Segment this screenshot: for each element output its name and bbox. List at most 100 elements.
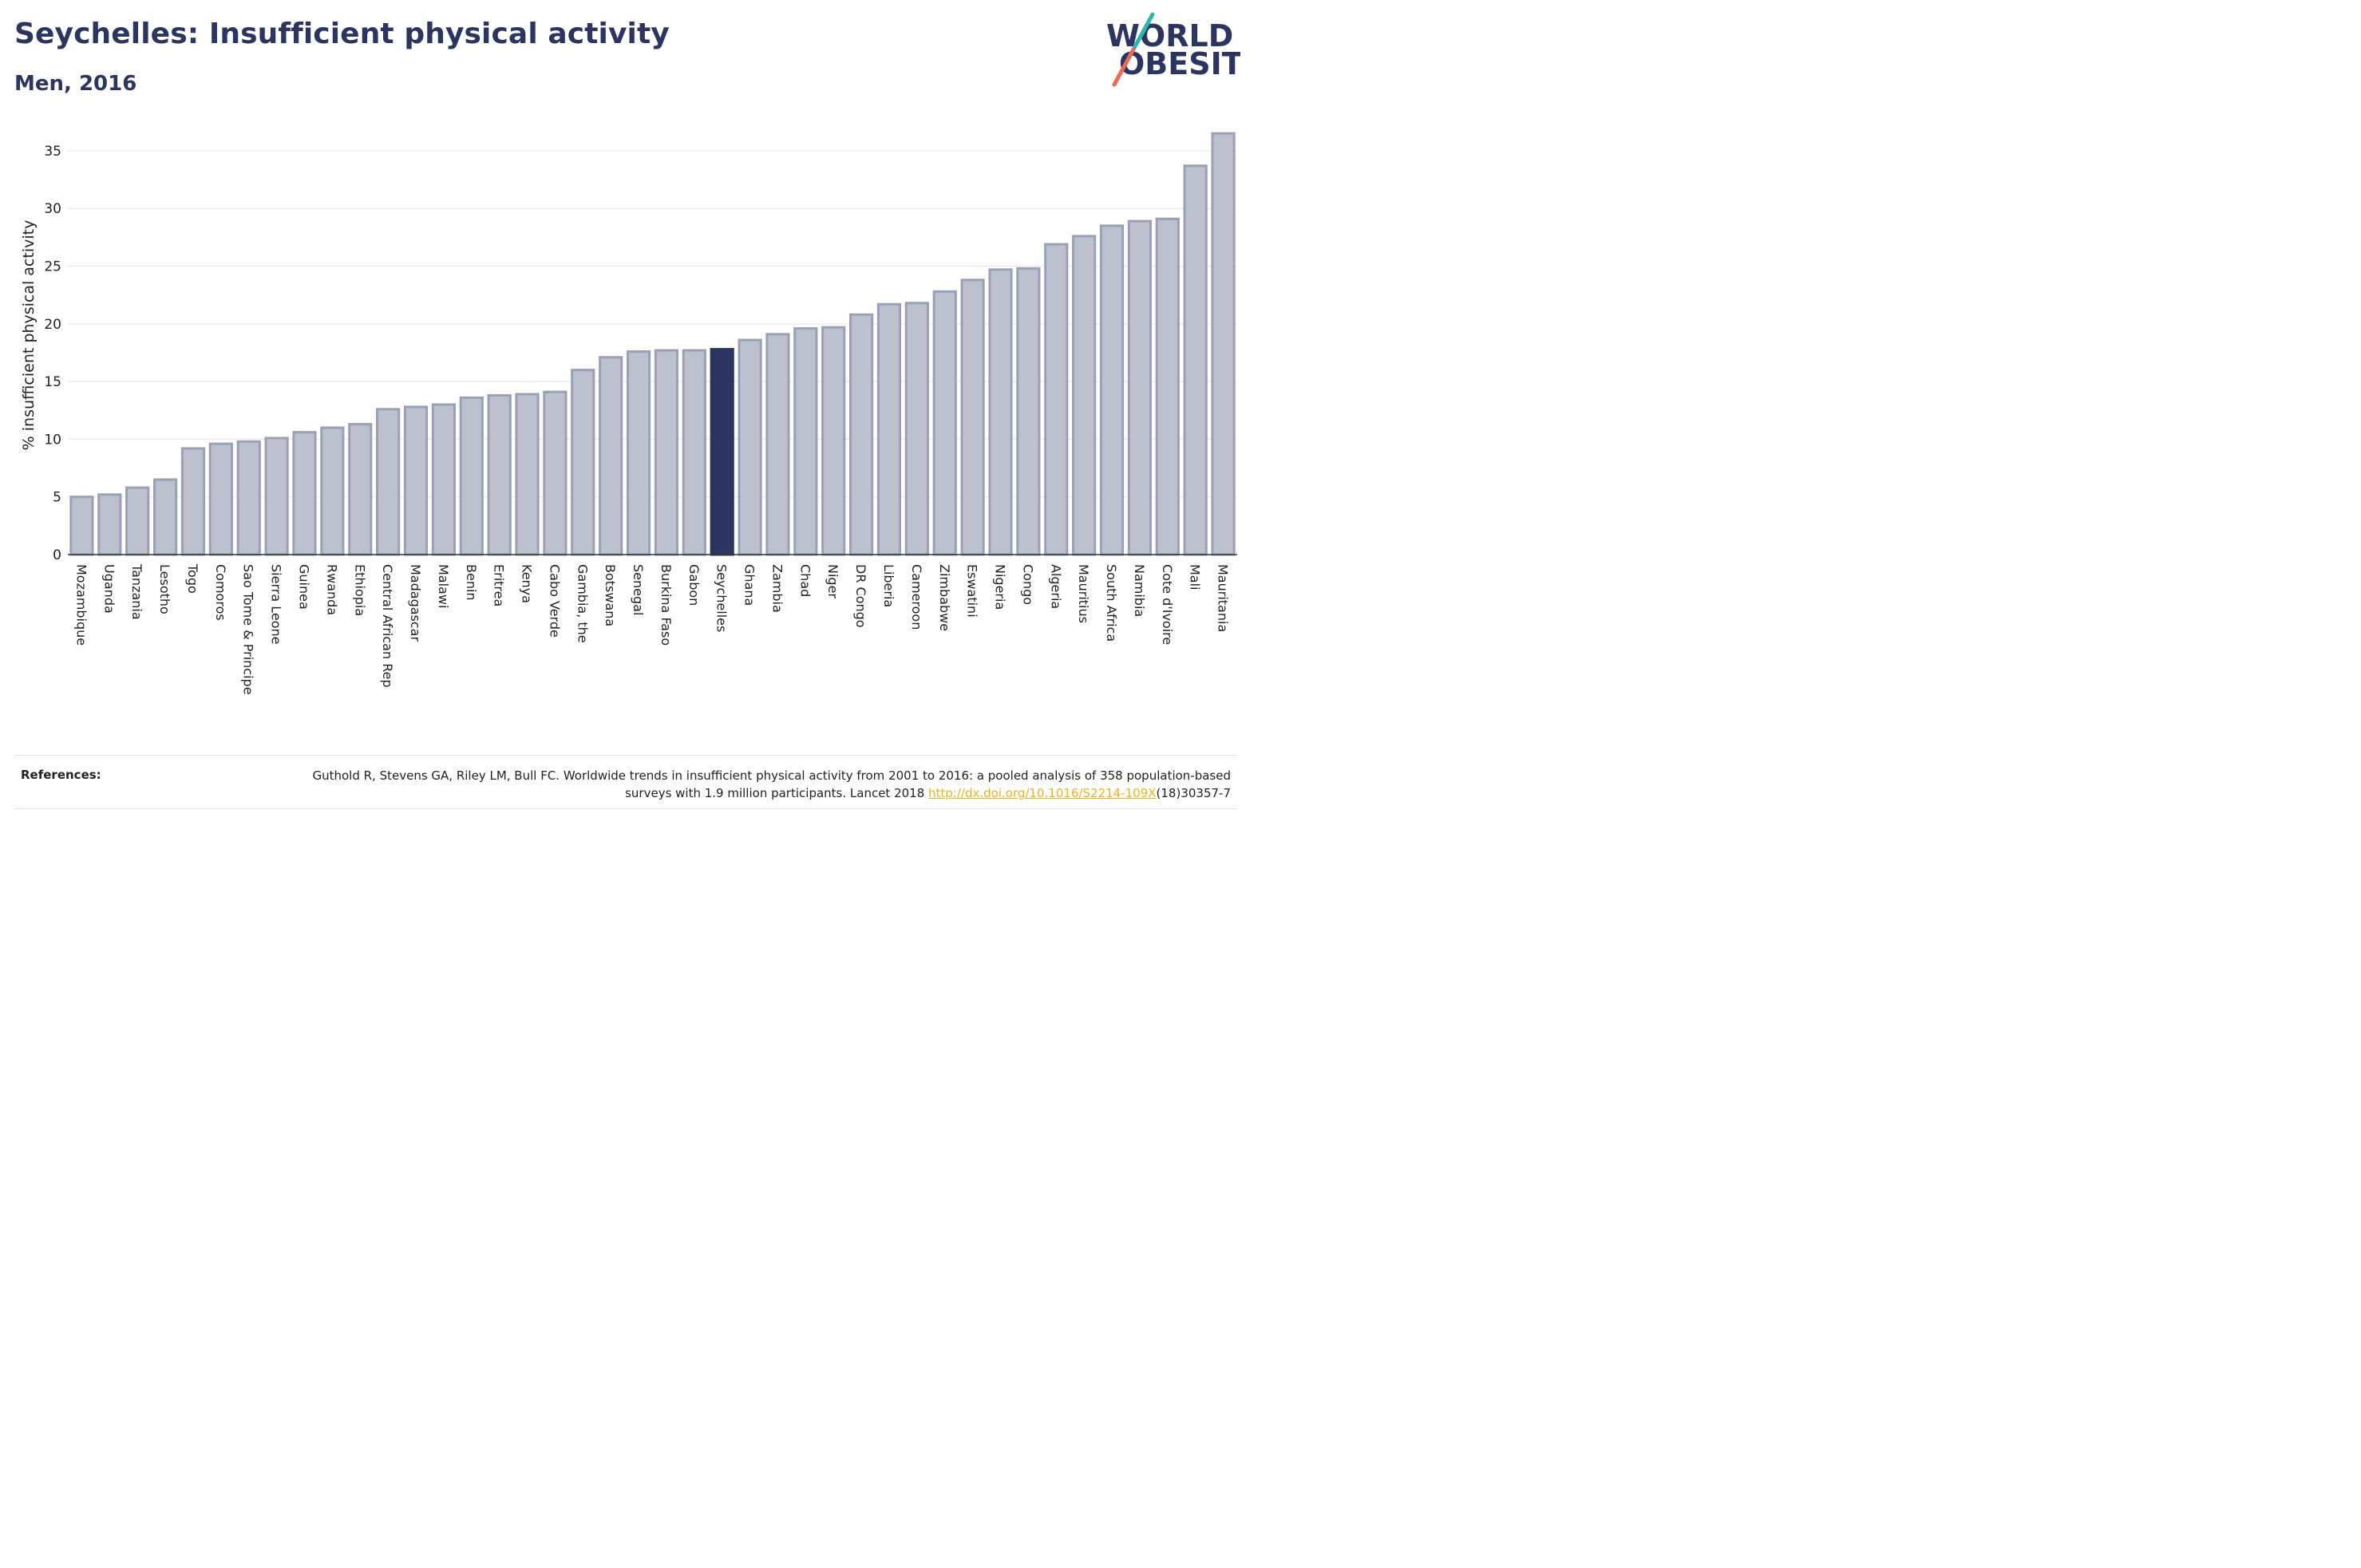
bar [960,278,985,556]
x-tick-label: Madagascar [408,564,423,642]
y-tick-label: 0 [53,547,61,563]
bar [236,440,261,556]
bar [1155,217,1180,556]
x-tick-label: Eswatini [965,564,980,618]
bars [69,132,1236,556]
bar [1072,235,1097,556]
y-axis-ticks: 0 5 10 15 20 25 30 35 [44,144,61,563]
bar [1016,267,1041,556]
bar [626,350,651,556]
x-tick-label: Liberia [881,564,896,607]
x-tick-label: Algeria [1048,564,1063,609]
x-tick-label: Cameroon [909,564,924,630]
bar [876,302,902,556]
x-tick-label: Mali [1188,564,1203,590]
x-tick-label: Seychelles [714,564,730,632]
world-obesity-logo: WORLD OBESITY [1106,12,1240,87]
x-tick-label: Mozambique [73,564,89,646]
x-tick-label: Niger [825,564,840,598]
x-tick-label: Gabon [686,564,702,606]
x-tick-label: Sierra Leone [269,564,284,644]
bar [988,268,1013,556]
bar [599,356,623,556]
x-tick-label: Mauritius [1076,564,1091,623]
reference-citation-end: (18)30357-7 [1156,786,1231,800]
x-tick-label: Zimbabwe [937,564,952,631]
x-tick-label: Chad [797,564,813,597]
bar [571,369,595,556]
x-tick-label: Botswana [603,564,618,626]
bar [682,349,706,556]
bar [69,496,94,556]
x-tick-label: Eritrea [492,564,507,606]
y-tick-label: 10 [44,432,61,448]
y-tick-label: 20 [44,317,61,333]
bar [849,313,874,556]
x-tick-label: Uganda [101,564,117,614]
x-tick-label: Tanzania [129,563,144,620]
y-tick-label: 15 [44,374,61,390]
bar [487,393,512,556]
x-tick-label: South Africa [1104,564,1119,642]
y-tick-label: 30 [44,201,61,217]
x-tick-label: Cote d'Ivoire [1160,564,1175,645]
x-tick-label: Gambia, the [575,564,590,643]
x-tick-label: Malawi [436,564,451,608]
bar [125,486,150,556]
x-tick-label: Togo [185,563,200,594]
bar [459,396,484,556]
x-tick-label: Senegal [631,564,646,615]
x-tick-label: DR Congo [853,564,868,628]
x-tick-label: Mauritania [1216,564,1231,632]
x-tick-label: Lesotho [157,564,172,614]
bar [1183,164,1208,556]
bar [738,338,762,556]
references-section: References: Guthold R, Stevens GA, Riley… [14,755,1237,809]
chart-title: Seychelles: Insufficient physical activi… [14,18,670,50]
bar [793,327,818,556]
logo-slash-top [1131,12,1155,52]
x-tick-label: Kenya [520,564,535,603]
x-tick-label: Guinea [296,564,311,610]
bar [821,326,846,556]
logo-line-2: OBESITY [1119,46,1240,81]
bar [654,349,679,556]
bar [97,493,122,556]
bar [1127,219,1153,556]
bar [1211,132,1236,556]
bar [320,426,345,556]
bar [765,333,790,556]
x-tick-label: Benin [464,564,479,601]
bar [543,390,568,556]
bar [264,436,289,556]
y-tick-label: 35 [44,144,61,160]
x-tick-label: Zambia [769,564,785,613]
bar [152,478,178,556]
bar [403,405,429,556]
references-heading: References: [21,768,101,782]
doi-link[interactable]: http://dx.doi.org/10.1016/S2214-109X [928,786,1157,800]
reference-citation: Guthold R, Stevens GA, Riley LM, Bull FC… [312,768,1231,800]
bar [348,423,373,556]
bar [376,408,401,556]
x-tick-label: Sao Tome & Principe [241,564,256,695]
category-labels: Mozambique Uganda Tanzania Lesotho Togo Comor… [73,563,1230,695]
chart-subtitle: Men, 2016 [14,72,137,96]
logo-line-1: WORLD [1106,18,1233,53]
x-tick-label: Congo [1020,564,1035,605]
bar [1099,224,1125,556]
bar-highlighted [710,348,734,556]
bar [292,431,317,556]
x-tick-label: Comoros [213,564,228,621]
bar [180,447,206,556]
x-tick-label: Namibia [1132,564,1147,617]
x-tick-label: Rwanda [324,564,339,615]
y-axis-title: % insufficient physical activity [20,220,38,451]
x-tick-label: Ghana [742,564,757,606]
references-text: Guthold R, Stevens GA, Riley LM, Bull FC… [289,767,1231,802]
y-tick-label: 5 [53,490,61,506]
bar-chart: 0 5 10 15 20 25 30 35 Mozambique Uganda Tanzania L… [20,132,1237,695]
bar [208,442,233,556]
gridlines [68,150,1237,498]
y-tick-label: 25 [44,259,61,275]
